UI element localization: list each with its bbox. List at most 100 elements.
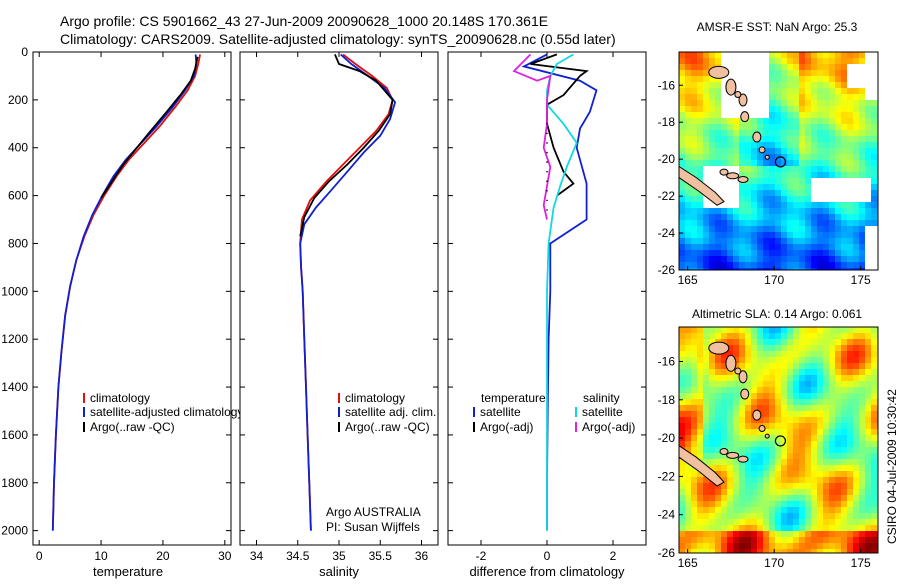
map-cell — [793, 136, 800, 143]
map-cell — [799, 118, 806, 125]
map-cell — [775, 118, 782, 125]
argo-position-marker — [774, 435, 787, 447]
map-cell — [715, 513, 722, 520]
map-cell — [715, 82, 722, 89]
map-cell — [787, 507, 794, 514]
map-cell — [697, 495, 704, 502]
map-cell — [745, 333, 752, 340]
map-cell — [871, 471, 878, 478]
map-cell — [793, 339, 800, 346]
map-cell — [739, 172, 746, 179]
map-cell — [697, 375, 704, 382]
map-cell — [775, 190, 782, 197]
map-cell — [763, 345, 770, 352]
map-cell — [829, 82, 836, 89]
map-cell — [799, 148, 806, 155]
map-cell — [871, 549, 878, 554]
map-cell — [787, 94, 794, 101]
map-cell — [739, 327, 746, 334]
map-cell — [835, 501, 842, 508]
map-cell — [799, 154, 806, 161]
map-cell — [703, 333, 710, 340]
map-cell — [757, 345, 764, 352]
map-cell — [859, 549, 866, 554]
map-cell — [763, 333, 770, 340]
map-cell — [841, 184, 848, 191]
map-cell — [739, 501, 746, 508]
map-cell — [835, 190, 842, 197]
map-cell — [817, 58, 824, 65]
map-cell — [775, 262, 782, 269]
map-cell — [817, 262, 824, 269]
map-cell — [757, 531, 764, 538]
map-cell — [775, 459, 782, 466]
map-cell — [865, 244, 872, 251]
map-cell — [751, 405, 758, 412]
map-cell — [751, 483, 758, 490]
map-cell — [781, 447, 788, 454]
map-cell — [727, 375, 734, 382]
map-cell — [847, 196, 854, 203]
map-cell — [829, 381, 836, 388]
map-cell — [865, 333, 872, 340]
map-cell — [805, 519, 812, 526]
map-cell — [787, 327, 794, 334]
map-cell — [745, 262, 752, 269]
map-cell — [727, 208, 734, 215]
map-cell — [841, 94, 848, 101]
map-cell — [835, 76, 842, 83]
diff-point — [546, 151, 548, 154]
map-cell — [853, 196, 860, 203]
map-cell — [829, 525, 836, 532]
map-cell — [835, 52, 842, 59]
map-cell — [811, 327, 818, 334]
island-shape — [758, 425, 766, 433]
map-cell — [853, 64, 860, 71]
map-cell — [865, 238, 872, 245]
salinity-xlabel: salinity — [319, 564, 359, 579]
map-cell — [757, 537, 764, 544]
map-cell — [823, 118, 830, 125]
map-cell — [703, 369, 710, 376]
map-cell — [787, 399, 794, 406]
map-cell — [835, 160, 842, 167]
map-cell — [727, 238, 734, 245]
map-cell — [751, 178, 758, 185]
map-cell — [721, 549, 728, 554]
map-cell — [739, 465, 746, 472]
map-cell — [805, 94, 812, 101]
map-cell — [793, 489, 800, 496]
map-cell — [871, 70, 878, 77]
map-cell — [853, 106, 860, 113]
footer-timestamp: CSIRO 04-Jul-2009 10:30:42 — [885, 389, 899, 544]
island-shape — [752, 409, 762, 421]
map-cell — [733, 345, 740, 352]
map-cell — [679, 387, 686, 394]
island-shape — [764, 433, 770, 439]
map-cell — [781, 196, 788, 203]
map-cell — [751, 250, 758, 257]
map-cell — [847, 202, 854, 209]
map-cell — [775, 357, 782, 364]
map-cell — [829, 429, 836, 436]
map-cell — [865, 363, 872, 370]
map-cell — [847, 256, 854, 263]
map-cell — [775, 495, 782, 502]
map-cell — [751, 244, 758, 251]
map-cell — [727, 142, 734, 149]
map-cell — [835, 214, 842, 221]
map-cell — [871, 148, 878, 155]
map-cell — [865, 441, 872, 448]
map-cell — [751, 369, 758, 376]
map-cell — [811, 208, 818, 215]
map-cell — [799, 345, 806, 352]
map-cell — [781, 262, 788, 269]
map-cell — [769, 220, 776, 227]
sal-series-2 — [299, 54, 394, 237]
map-cell — [709, 441, 716, 448]
map-cell — [835, 489, 842, 496]
map-cell — [709, 106, 716, 113]
map-cell — [817, 202, 824, 209]
map-cell — [859, 226, 866, 233]
map-cell — [721, 477, 728, 484]
